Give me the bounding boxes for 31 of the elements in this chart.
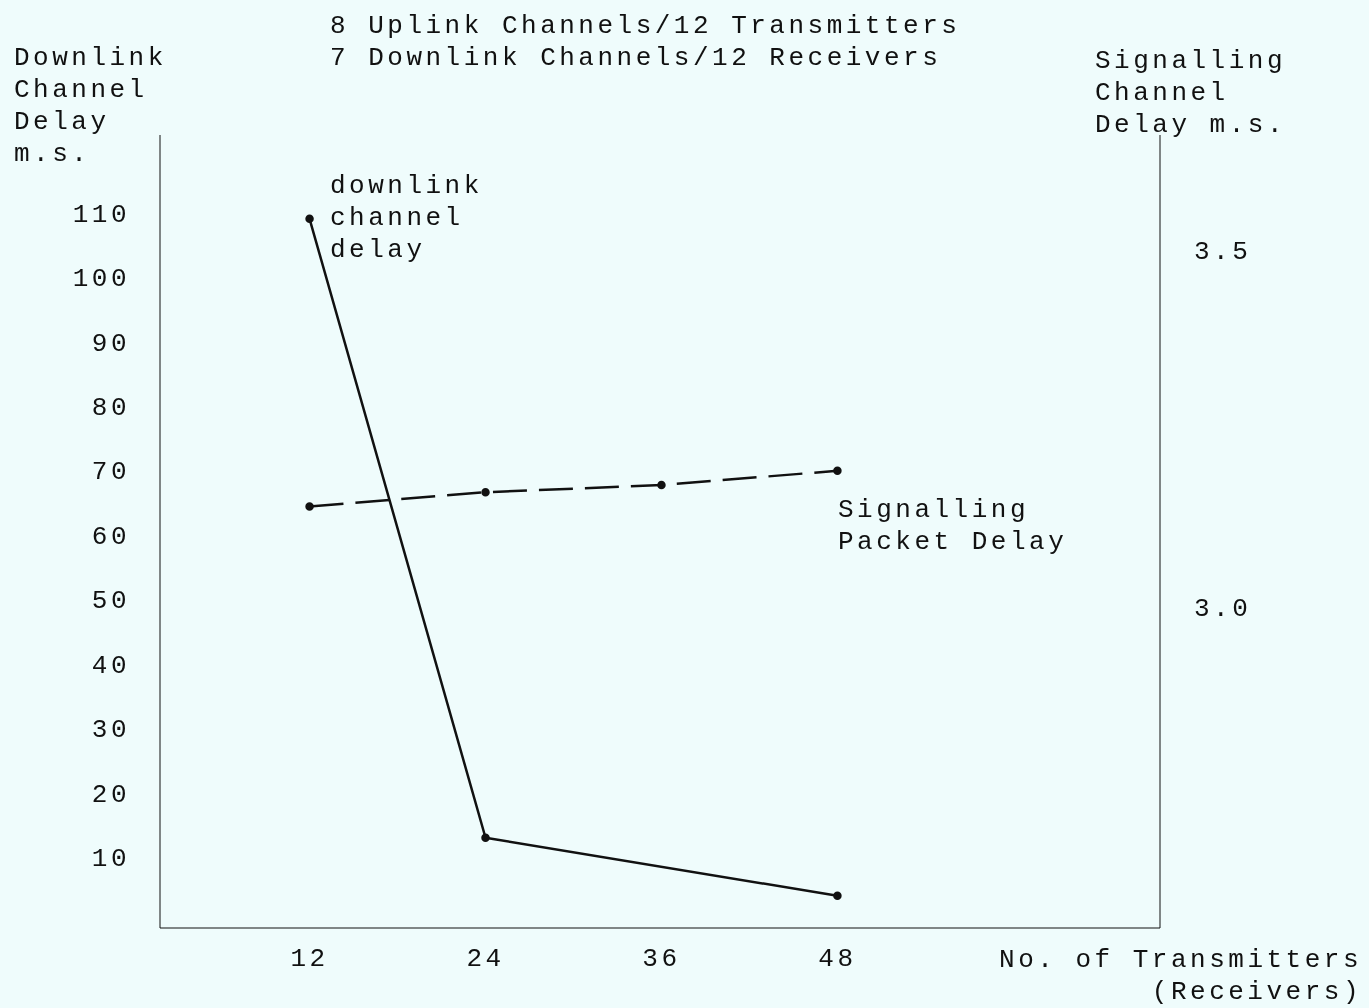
chart-subtitle: 7 Downlink Channels/12 Receivers xyxy=(330,42,942,74)
chart-title: 8 Uplink Channels/12 Transmitters xyxy=(330,10,961,42)
y-tick-label: 50 xyxy=(91,586,130,617)
annotation: Signalling Packet Delay xyxy=(838,494,1069,558)
y-tick-label: 10 xyxy=(91,844,130,875)
point xyxy=(657,480,666,490)
y-tick-label: 20 xyxy=(91,779,130,810)
y-tick-label: 90 xyxy=(91,328,130,359)
point xyxy=(833,466,842,476)
point xyxy=(481,487,490,497)
y-tick-label: 80 xyxy=(91,393,130,424)
x-axis-title: No. of Transmitters (Receivers) xyxy=(998,944,1362,1008)
x-tick-label: 24 xyxy=(466,944,505,975)
y-axis-title: Downlink Channel Delay m.s. xyxy=(14,42,168,170)
annotation: downlink channel delay xyxy=(330,170,484,266)
point xyxy=(305,502,314,511)
y2-tick-label: 3.0 xyxy=(1194,593,1252,624)
y-tick-label: 110 xyxy=(72,199,130,230)
y-tick-label: 70 xyxy=(91,457,130,488)
y-tick-label: 60 xyxy=(91,521,130,552)
y2-tick-label: 3.5 xyxy=(1194,236,1252,267)
y-tick-label: 40 xyxy=(91,650,130,681)
y-tick-label: 30 xyxy=(91,715,130,746)
y2-axis-title: Signalling Channel Delay m.s. xyxy=(1095,45,1288,141)
point xyxy=(833,891,842,901)
x-tick-label: 12 xyxy=(290,944,329,975)
point xyxy=(305,214,314,224)
point xyxy=(481,833,490,842)
y-tick-label: 100 xyxy=(72,264,130,295)
x-tick-label: 48 xyxy=(818,944,857,975)
x-tick-label: 36 xyxy=(642,944,681,975)
